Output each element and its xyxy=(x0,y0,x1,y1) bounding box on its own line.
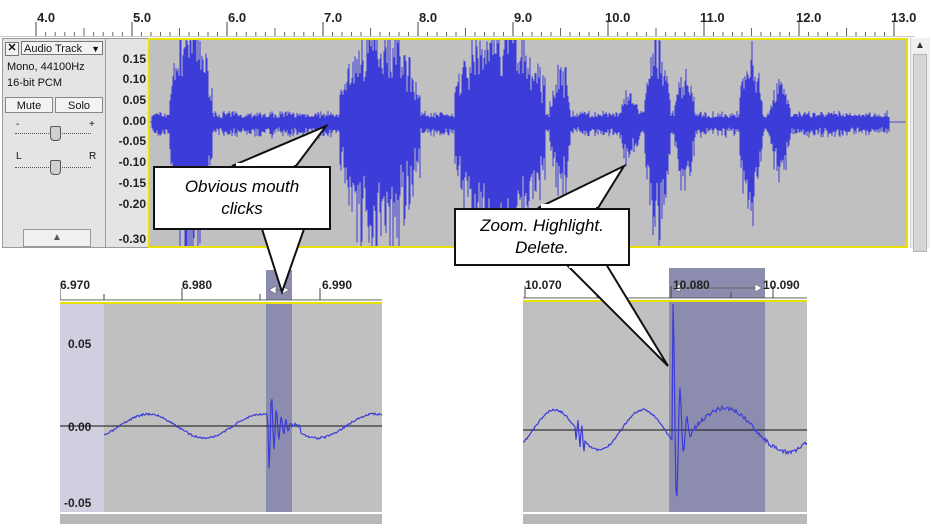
gain-slider[interactable]: - + xyxy=(3,119,105,145)
ruler-label: 6.0 xyxy=(228,10,247,25)
zoom-waveform xyxy=(60,304,382,512)
zoom-ruler-label: 6.990 xyxy=(322,278,353,292)
scale-label: -0.05 xyxy=(118,134,146,148)
gain-minus-label: - xyxy=(16,119,20,130)
scale-label: -0.20 xyxy=(118,197,146,211)
zoom-ruler-label: 10.090 xyxy=(763,278,800,292)
pan-slider-thumb[interactable] xyxy=(50,160,61,175)
callout-mouth-clicks: Obvious mouth clicks xyxy=(153,166,331,230)
zoom-scale-label: -0.05 xyxy=(64,496,92,510)
ruler-label: 5.0 xyxy=(133,10,152,25)
ruler-label: 11.0 xyxy=(700,10,725,25)
zoom-ruler-label: 6.980 xyxy=(182,278,213,292)
track-rate: Mono, 44100Hz xyxy=(7,61,85,73)
ruler-label: 10.0 xyxy=(605,10,631,25)
close-icon: ✕ xyxy=(7,42,17,54)
ruler-label: 4.0 xyxy=(37,10,56,25)
zoom-ruler-ticks xyxy=(523,268,807,298)
zoom-waveform-area[interactable] xyxy=(523,300,807,512)
timeline-ruler[interactable]: 4.0 5.0 6.0 7.0 8.0 9.0 10.0 11.0 12.0 1… xyxy=(0,0,917,37)
pan-slider[interactable]: L R xyxy=(3,151,105,177)
ruler-label: 13.0 xyxy=(891,10,917,25)
zoom-waveform-area[interactable]: 0.05 0.00 -0.05 xyxy=(60,302,382,512)
zoom-scale-label: 0.05 xyxy=(68,337,92,351)
solo-button[interactable]: Solo xyxy=(55,97,103,113)
amplitude-scale[interactable]: 0.15 0.10 0.05 0.00 -0.05 -0.10 -0.15 -0… xyxy=(106,38,148,248)
mute-button[interactable]: Mute xyxy=(5,97,53,113)
zoom-ruler[interactable]: 10.070 10.080 10.090 xyxy=(523,268,807,299)
track-format: 16-bit PCM xyxy=(7,77,63,89)
scroll-up-icon[interactable]: ▲ xyxy=(915,40,925,51)
ruler-label: 9.0 xyxy=(514,10,533,25)
scale-label: 0.05 xyxy=(122,93,146,107)
zoom-ruler-label: 6.970 xyxy=(60,278,91,292)
track-header: ✕ Audio Track ▼ xyxy=(3,39,105,57)
dropdown-arrow-icon: ▼ xyxy=(91,44,100,54)
gain-slider-thumb[interactable] xyxy=(50,126,61,141)
zoom-ruler-label: 10.080 xyxy=(673,278,710,292)
callout-text: Zoom. Highlight. Delete. xyxy=(480,216,604,257)
zoom-panel-clicks: 6.970 6.980 6.990 0.05 0.00 -0.05 xyxy=(60,270,382,528)
waveform xyxy=(150,40,906,246)
vertical-scrollbar[interactable]: ▲ xyxy=(910,38,930,252)
collapse-icon: ▲ xyxy=(52,232,62,243)
ruler-label: 8.0 xyxy=(419,10,438,25)
pan-right-label: R xyxy=(89,151,97,162)
zoom-scale-label: 0.00 xyxy=(68,420,92,434)
scale-label: -0.30 xyxy=(118,232,146,246)
zoom-waveform xyxy=(523,302,807,512)
pan-left-label: L xyxy=(16,151,22,162)
scale-label: -0.10 xyxy=(118,155,146,169)
collapse-track-button[interactable]: ▲ xyxy=(23,229,91,247)
track-control-panel: ✕ Audio Track ▼ Mono, 44100Hz 16-bit PCM… xyxy=(2,38,106,248)
scale-label: 0.10 xyxy=(122,72,146,86)
scale-label: -0.15 xyxy=(118,176,146,190)
scale-label: 0.15 xyxy=(122,52,146,66)
ruler-label: 12.0 xyxy=(796,10,822,25)
callout-zoom-highlight-delete: Zoom. Highlight. Delete. xyxy=(454,208,630,266)
callout-text: Obvious mouth clicks xyxy=(184,177,300,218)
zoom-bottom-bar xyxy=(523,514,807,524)
zoom-ruler-label: 10.070 xyxy=(525,278,562,292)
scrollbar-thumb[interactable] xyxy=(913,54,927,252)
scale-label: 0.00 xyxy=(122,114,146,128)
close-track-button[interactable]: ✕ xyxy=(5,42,19,56)
track-name: Audio Track xyxy=(24,43,83,55)
track-name-menu-button[interactable]: Audio Track ▼ xyxy=(21,41,103,55)
ruler-label: 7.0 xyxy=(324,10,343,25)
ruler-ticks xyxy=(35,22,895,36)
zoom-panel-delete: 10.070 10.080 10.090 xyxy=(523,268,807,528)
gain-plus-label: + xyxy=(89,119,95,130)
zoom-bottom-bar xyxy=(60,514,382,524)
